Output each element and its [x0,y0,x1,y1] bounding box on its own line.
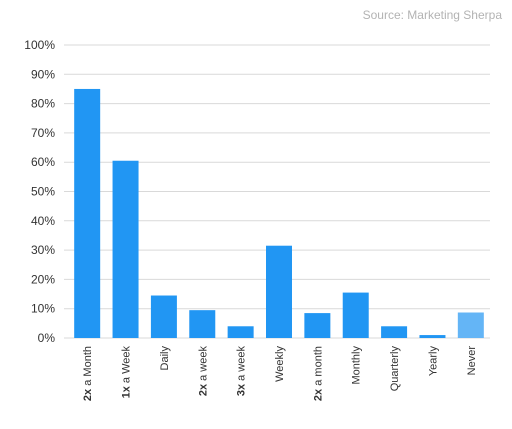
x-tick-label: 1x a Week [121,346,133,399]
y-axis-ticks: 0% 10% 20% 30% 40% 50% 60% 70% 80% 90% 100% [24,38,55,345]
x-tick-label: Weekly [274,346,286,382]
x-tick-label: Never [466,346,478,376]
x-axis-ticks: 2x a Month 1x a Week Daily 2x a week 3x a we… [82,346,478,402]
bar [150,295,177,338]
x-tick-label: Monthly [351,346,363,385]
source-note: Source: Marketing Sherpa [362,8,502,22]
bar [112,160,139,338]
bar [227,326,254,338]
bar [457,312,484,338]
bar [189,310,216,338]
x-tick-label: 2x a Month [82,346,94,401]
x-tick-label: Daily [159,346,171,371]
y-tick-label: 70% [31,126,55,140]
y-tick-label: 30% [31,243,55,257]
y-tick-label: 20% [31,272,55,286]
x-tick-label: Quarterly [389,346,401,392]
x-tick-label: 3x a week [236,346,248,397]
y-tick-label: 100% [24,38,55,52]
y-tick-label: 10% [31,302,55,316]
y-tick-label: 90% [31,67,55,81]
y-tick-label: 0% [38,331,56,345]
y-tick-label: 50% [31,185,55,199]
x-tick-label: Yearly [427,346,439,377]
bars [74,88,484,338]
y-tick-label: 80% [31,97,55,111]
bar [74,88,101,338]
bar [304,313,331,338]
bar [266,245,292,338]
bar [342,292,369,338]
y-tick-label: 40% [31,214,55,228]
x-tick-label: 2x a week [197,346,209,397]
y-tick-label: 60% [31,155,55,169]
bar [419,335,446,338]
x-tick-label: 2x a month [312,346,324,401]
bar [381,326,408,338]
